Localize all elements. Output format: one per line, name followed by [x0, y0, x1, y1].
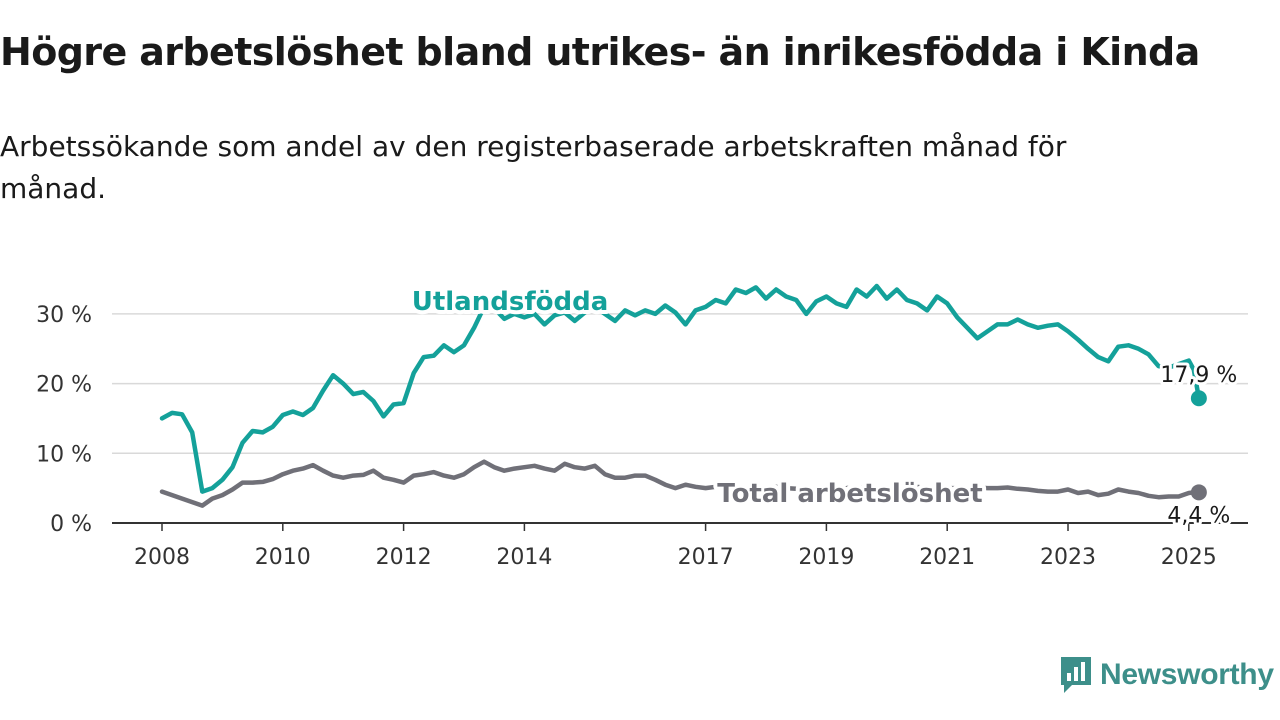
x-tick-label: 2023 [1040, 545, 1096, 570]
series-name-label: Total arbetslöshet [717, 479, 982, 509]
x-tick-label: 2014 [496, 545, 552, 570]
labels: 17,9 % Utlandsfödda 4,4 % Total arbetslöshe… [408, 283, 1241, 531]
x-tick-label: 2008 [134, 545, 190, 570]
y-tick-label: 10 % [36, 442, 92, 467]
series-line [159, 459, 1202, 508]
x-tick-label: 2017 [678, 545, 734, 570]
series-end-marker [1190, 390, 1207, 407]
x-tick-label: 2012 [376, 545, 432, 570]
y-tick-label: 20 % [36, 373, 92, 398]
x-tick-label: 2021 [919, 545, 975, 570]
x-tick-label: 2010 [255, 545, 311, 570]
series-end-label: 4,4 % [1167, 503, 1230, 528]
brand-name: Newsworthy [1100, 658, 1274, 691]
series-name-label: Utlandsfödda [412, 287, 609, 317]
series-end-marker [1190, 484, 1207, 501]
newsworthy-logo-icon [1061, 657, 1091, 693]
series-lines [159, 283, 1207, 508]
gridlines [112, 313, 1248, 455]
newsworthy-logo: Newsworthy [1058, 654, 1274, 696]
chart-subtitle: Arbetssökande som andel av den registerb… [0, 130, 1067, 205]
series-end-label: 17,9 % [1160, 363, 1237, 388]
chart-title: Högre arbetslöshet bland utrikes- än inr… [0, 30, 1200, 74]
y-tick-label: 30 % [36, 303, 92, 328]
y-tick-label: 0 % [50, 512, 92, 537]
x-tick-label: 2025 [1161, 545, 1217, 570]
series-line [159, 283, 1202, 494]
x-tick-label: 2019 [798, 545, 854, 570]
x-axis: 0 % 10 % 20 % 30 % 2008 2010 2012 2014 2017 2019 2… [36, 303, 1248, 570]
